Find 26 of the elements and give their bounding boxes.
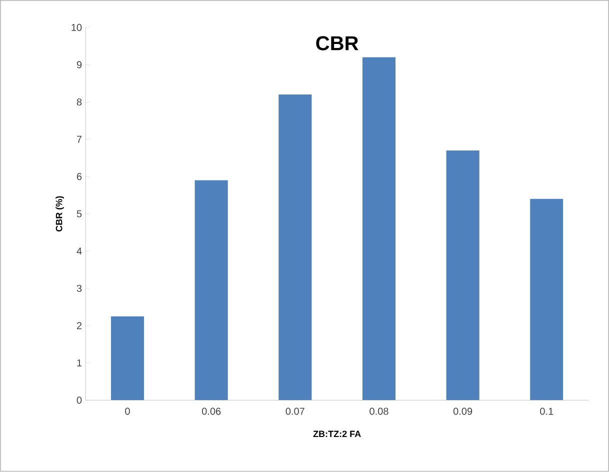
y-tick-label: 0: [76, 396, 82, 404]
y-tick-label: 1: [77, 360, 82, 366]
y-tick-label: 6: [76, 173, 82, 180]
x-tick-label: 0.06: [202, 408, 221, 415]
y-tick-label: 5: [76, 210, 82, 218]
x-tick-label: 0.08: [370, 408, 388, 415]
x-tick-label: 0.09: [453, 408, 472, 415]
x-tick-label: 0.1: [540, 408, 554, 415]
y-tick-label: 3: [76, 284, 82, 292]
y-tick-label: 9: [76, 61, 82, 68]
x-tick-label: 0.07: [286, 408, 304, 415]
y-tick-label: 7: [76, 136, 82, 143]
bar: [110, 316, 144, 400]
bar: [530, 199, 564, 400]
bar: [194, 180, 228, 400]
x-tick-label: 0: [125, 408, 130, 415]
y-tick-label: 8: [76, 98, 82, 106]
bar: [446, 150, 480, 400]
chart-title: CBR: [316, 36, 358, 50]
y-axis-title: CBR (%): [56, 196, 64, 232]
bar: [362, 57, 396, 400]
bar: [278, 94, 312, 400]
y-tick-label: 4: [76, 248, 82, 255]
x-axis-title: ZB:TZ:2 FA: [313, 430, 361, 438]
y-tick-label: 2: [76, 322, 82, 330]
y-tick-label: 10: [72, 24, 82, 32]
